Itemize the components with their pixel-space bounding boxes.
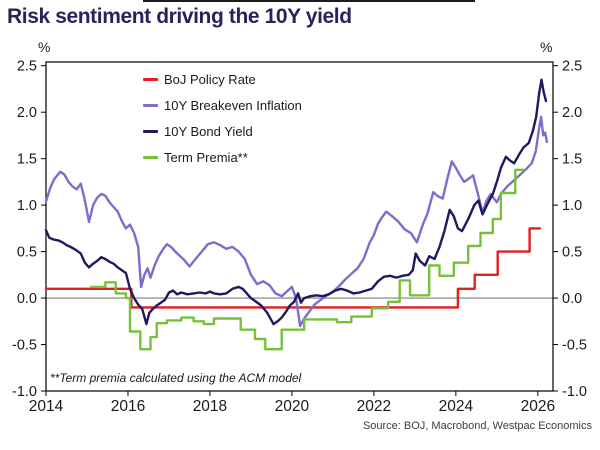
legend-label-10y-breakeven-inflation: 10Y Breakeven Inflation	[164, 97, 302, 113]
y-axis-label-left: 2.5	[17, 59, 37, 75]
legend-item-boj-policy-rate: BoJ Policy Rate	[143, 66, 302, 92]
y-axis-label-left: -0.5	[12, 338, 37, 354]
y-axis-label-right: -0.5	[562, 338, 587, 354]
page-title: Risk sentiment driving the 10Y yield	[7, 5, 352, 28]
x-axis-label: 2024	[439, 398, 474, 415]
y-axis-label-right: 0.5	[562, 245, 582, 261]
y-axis-label-left: 1.5	[17, 152, 37, 168]
legend-label-boj-policy-rate: BoJ Policy Rate	[164, 71, 256, 87]
y-axis-label-right: 0.0	[562, 291, 582, 307]
top-edge-line	[143, 0, 475, 2]
y-axis-label-left: -1.0	[12, 384, 37, 400]
legend-label-term-premia: Term Premia**	[164, 149, 248, 165]
y-axis-label-right: -1.0	[562, 384, 587, 400]
y-axis-label-left: 2.0	[17, 105, 37, 121]
y-axis-label-left: 1.0	[17, 198, 37, 214]
y-axis-label-left: 0.5	[17, 245, 37, 261]
series-line-10y-breakeven-inflation	[44, 115, 549, 328]
legend-swatch-boj-policy-rate	[143, 77, 158, 81]
x-axis-label: 2014	[29, 398, 64, 415]
legend-item-term-premia: Term Premia**	[143, 144, 302, 170]
y-axis-label-right: 2.5	[562, 59, 582, 75]
series-line-boj-policy-rate	[44, 227, 542, 309]
x-axis-label: 2022	[357, 398, 391, 415]
y-axis-label-left: 0.0	[17, 291, 37, 307]
series-line-term-premia	[89, 168, 525, 351]
legend-swatch-10y-bond-yield	[143, 129, 158, 133]
legend-swatch-term-premia	[143, 155, 158, 159]
legend-item-10y-bond-yield: 10Y Bond Yield	[143, 118, 302, 144]
chart-footnote: **Term premia calculated using the ACM m…	[50, 371, 302, 385]
y-axis-unit-right: %	[540, 39, 553, 55]
legend-swatch-10y-breakeven-inflation	[143, 103, 158, 107]
x-axis-label: 2020	[275, 398, 310, 415]
chart-legend: BoJ Policy Rate 10Y Breakeven Inflation 10…	[143, 66, 302, 170]
y-axis-label-right: 1.5	[562, 152, 582, 168]
series-line-10y-bond-yield	[44, 78, 548, 326]
plot-frame	[45, 61, 554, 392]
y-axis-label-right: 1.0	[562, 198, 582, 214]
x-axis-label: 2026	[521, 398, 555, 415]
legend-label-10y-bond-yield: 10Y Bond Yield	[164, 123, 253, 139]
x-axis-label: 2018	[193, 398, 227, 415]
y-axis-unit-left: %	[38, 39, 51, 55]
chart-source: Source: BOJ, Macrobond, Westpac Economic…	[362, 420, 592, 432]
legend-item-10y-breakeven-inflation: 10Y Breakeven Inflation	[143, 92, 302, 118]
x-axis-label: 2016	[111, 398, 145, 415]
y-axis-label-right: 2.0	[562, 105, 582, 121]
